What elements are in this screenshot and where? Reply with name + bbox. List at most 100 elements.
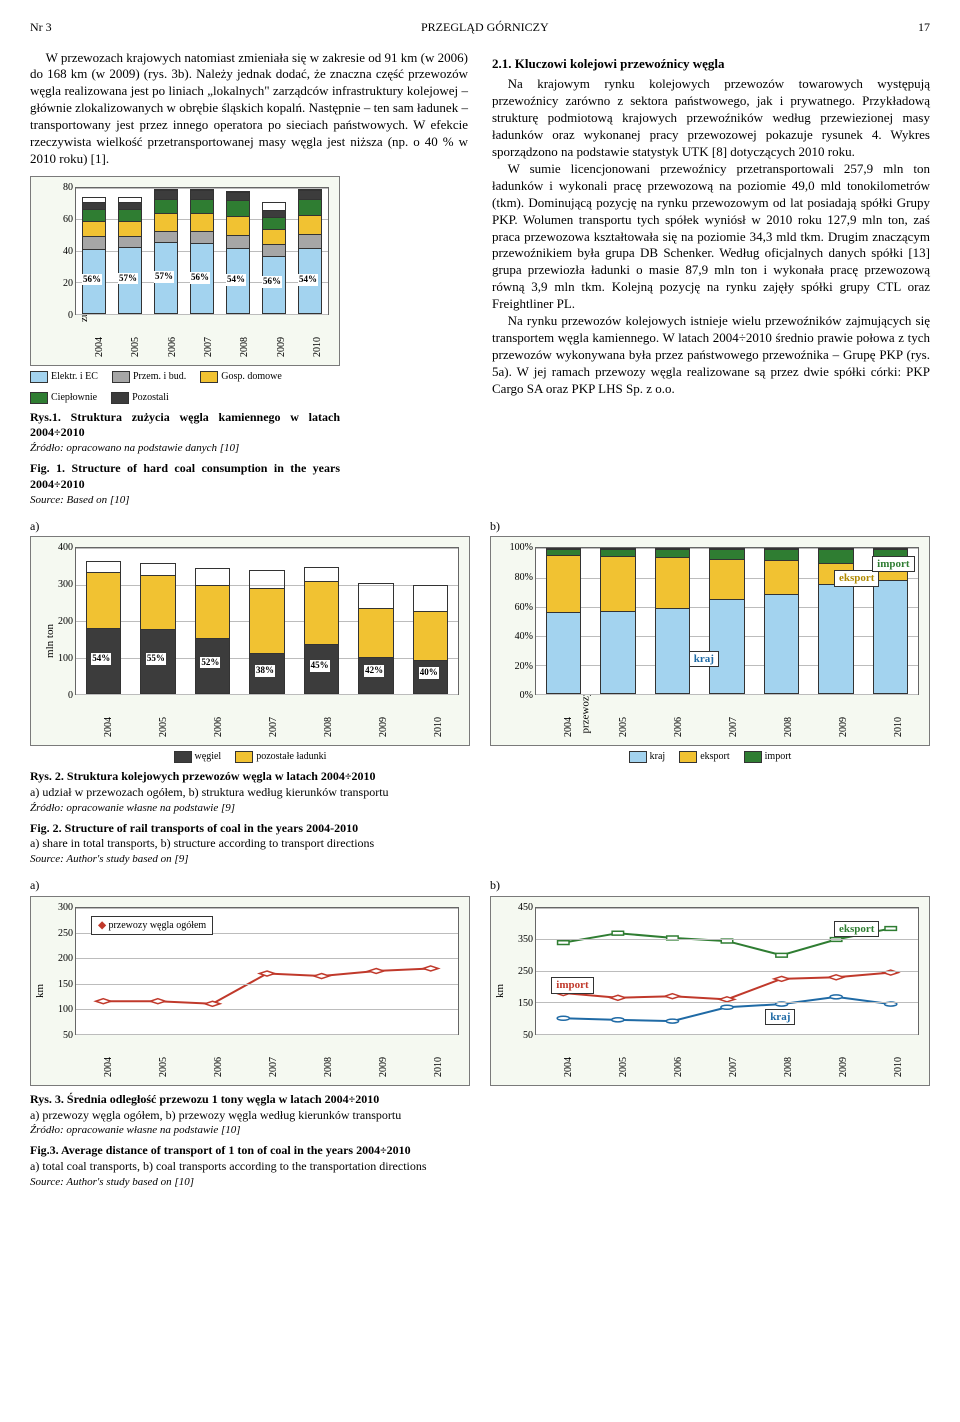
plot-area: 56% 57% 57% 56% 54% 56% 54% — [75, 187, 329, 315]
bar-pct-label: 56% — [190, 272, 210, 284]
fig3a-chart: km◆ przewozy węgla ogółem501001502002503… — [30, 896, 470, 1086]
chart-annotation: eksport — [834, 921, 879, 937]
left-column: W przewozach krajowych natomiast zmienia… — [30, 50, 468, 507]
bar-pct-label: 57% — [154, 271, 174, 283]
chart-annotation: import — [872, 556, 914, 572]
plot-area: kraj eksportimport — [535, 547, 919, 695]
right-p2: W sumie licencjonowani przewoźnicy przet… — [492, 161, 930, 313]
bar — [600, 548, 635, 694]
bar-pct-label: 57% — [118, 273, 138, 285]
legend-item: pozostałe ładunki — [235, 750, 326, 763]
y-axis-label: km — [493, 984, 507, 998]
bar-pct-label: 54% — [298, 274, 318, 286]
right-column: 2.1. Kluczowi kolejowi przewoźnicy węgla… — [492, 50, 930, 507]
bar-pct-label: 54% — [226, 274, 246, 286]
bar — [118, 197, 141, 314]
top-columns: W przewozach krajowych natomiast zmienia… — [30, 50, 930, 507]
bar-pct-label: 45% — [310, 660, 330, 672]
fig2b-label: b) — [490, 519, 930, 535]
x-ticks: 2004200520062007200820092010 — [535, 697, 919, 743]
legend-item: Gosp. domowe — [200, 370, 282, 383]
x-ticks: 2004200520062007200820092010 — [535, 1037, 919, 1083]
legend-item: Elektr. i EC — [30, 370, 98, 383]
bar-pct-label: 40% — [419, 667, 439, 679]
y-ticks: 020406080 — [55, 187, 73, 315]
bar — [82, 197, 105, 314]
fig3-caption-pl: Rys. 3. Średnia odległość przewozu 1 ton… — [30, 1092, 930, 1123]
header-left: Nr 3 — [30, 20, 52, 36]
bar-pct-label: 38% — [255, 665, 275, 677]
fig3a-wrap: a) km◆ przewozy węgla ogółem501001502002… — [30, 878, 470, 1086]
bar — [764, 548, 799, 694]
fig3-pair: a) km◆ przewozy węgla ogółem501001502002… — [30, 878, 930, 1086]
legend-item: Ciepłownie — [30, 391, 97, 404]
fig3-source-en: Source: Author's study based on [10] — [30, 1175, 930, 1189]
y-ticks: 0%20%40%60%80%100% — [515, 547, 533, 695]
fig2-pair: a) mln ton54%55%52%38%45%42%40%010020030… — [30, 519, 930, 764]
bar — [190, 189, 213, 313]
fig1-legend: Elektr. i EC Przem. i bud. Gosp. domowe Cie… — [30, 370, 340, 404]
bar-pct-label: 52% — [200, 657, 220, 669]
bar — [195, 568, 230, 694]
plot-area: eksport import kraj — [535, 907, 919, 1035]
chart-annotation: eksport — [834, 570, 879, 586]
fig1-source-en: Source: Based on [10] — [30, 493, 340, 507]
legend-item: Przem. i bud. — [112, 370, 186, 383]
bar — [154, 189, 177, 313]
bar — [655, 548, 690, 694]
fig1-source-pl: Źródło: opracowano na podstawie danych [… — [30, 441, 340, 455]
legend-item: import — [744, 750, 792, 763]
fig3a-label: a) — [30, 878, 470, 894]
fig2a-legend: węgiel pozostałe ładunki — [30, 750, 470, 763]
chart-annotation: kraj — [765, 1009, 795, 1025]
bar-pct-label: 42% — [364, 665, 384, 677]
y-ticks: 0100200300400 — [55, 547, 73, 695]
bar — [546, 548, 581, 694]
fig2b-legend: kraj eksport import — [490, 750, 930, 763]
bar — [304, 567, 339, 695]
bar-pct-label: 55% — [146, 653, 166, 665]
fig2-source-en: Source: Author's study based on [9] — [30, 852, 930, 866]
fig1-caption-pl: Rys.1. Struktura zużycia węgla kamienneg… — [30, 410, 340, 441]
fig3-source-pl: Źródło: opracowanie własne na podstawie … — [30, 1123, 930, 1137]
legend-item: eksport — [679, 750, 729, 763]
fig3b-wrap: b) kmeksportimportkraj501502503504502004… — [490, 878, 930, 1086]
fig2a-chart: mln ton54%55%52%38%45%42%40%010020030040… — [30, 536, 470, 746]
x-ticks: 2004200520062007200820092010 — [75, 697, 459, 743]
header-center: PRZEGLĄD GÓRNICZY — [421, 20, 549, 36]
fig2b-wrap: b) przewozy węgla wg kierunków transport… — [490, 519, 930, 764]
chart-legend-box: ◆ przewozy węgla ogółem — [91, 916, 213, 935]
y-axis-label: km — [33, 984, 47, 998]
fig2-source-pl: Źródło: opracowanie własne na podstawie … — [30, 801, 930, 815]
chart-annotation: import — [551, 977, 593, 993]
right-p3: Na rynku przewozów kolejowych istnieje w… — [492, 313, 930, 397]
left-para: W przewozach krajowych natomiast zmienia… — [30, 50, 468, 168]
x-ticks: 2004200520062007200820092010 — [75, 1037, 459, 1083]
right-p1: Na krajowym rynku kolejowych przewozów t… — [492, 76, 930, 160]
fig2a-wrap: a) mln ton54%55%52%38%45%42%40%010020030… — [30, 519, 470, 764]
fig2-caption-en: Fig. 2. Structure of rail transports of … — [30, 821, 930, 852]
bar — [86, 561, 121, 694]
plot-area: 54% 55% 52% 38% 45% 42% 40% — [75, 547, 459, 695]
fig2b-chart: przewozy węgla wg kierunków transportukr… — [490, 536, 930, 746]
fig1-wrap: zużycie węgla, mln ton56%57%57%56%54%56%… — [30, 176, 340, 507]
legend-item: kraj — [629, 750, 666, 763]
bar-pct-label: 54% — [91, 653, 111, 665]
bar — [298, 189, 321, 313]
bar — [262, 202, 285, 314]
plot-area: ◆ przewozy węgla ogółem — [75, 907, 459, 1035]
legend-item: węgiel — [174, 750, 222, 763]
bar-pct-label: 56% — [82, 274, 102, 286]
fig3-caption-en: Fig.3. Average distance of transport of … — [30, 1143, 930, 1174]
bar — [226, 191, 249, 314]
bar-pct-label: 56% — [262, 276, 282, 288]
y-ticks: 50150250350450 — [515, 907, 533, 1035]
fig3b-chart: km eksport import kraj 501502503504502004200… — [490, 896, 930, 1086]
legend-item: Pozostali — [111, 391, 169, 404]
chart-annotation: kraj — [689, 651, 719, 667]
x-ticks: 2004200520062007200820092010 — [75, 317, 329, 363]
fig1-chart: zużycie węgla, mln ton56%57%57%56%54%56%… — [30, 176, 340, 366]
fig1-caption-en: Fig. 1. Structure of hard coal consumpti… — [30, 461, 340, 492]
section-2-1-title: 2.1. Kluczowi kolejowi przewoźnicy węgla — [492, 56, 930, 73]
bar — [358, 583, 393, 694]
